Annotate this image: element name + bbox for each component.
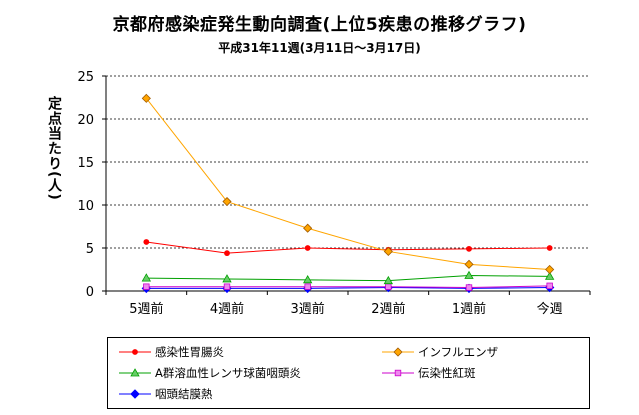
legend-marker xyxy=(394,369,402,377)
legend-marker xyxy=(132,349,138,355)
data-point xyxy=(143,283,150,290)
series-3 xyxy=(141,270,555,285)
data-point xyxy=(223,283,231,290)
x-tick-label: 5週前 xyxy=(129,301,163,317)
y-tick-label: 5 xyxy=(86,242,94,257)
x-tick-label: 3週前 xyxy=(291,301,325,317)
x-tick-label: 4週前 xyxy=(210,301,244,317)
legend-item: 感染性胃腸炎 xyxy=(118,343,224,361)
y-axis-label: 定点当たり(人) xyxy=(46,96,62,201)
data-point xyxy=(303,223,313,233)
data-point xyxy=(385,283,392,290)
series-line xyxy=(146,287,550,289)
series-4 xyxy=(143,282,553,291)
data-point xyxy=(141,273,152,282)
data-point xyxy=(224,250,230,257)
data-point xyxy=(143,239,150,245)
data-point xyxy=(141,93,151,103)
data-point xyxy=(544,271,555,280)
legend-item: 咽頭結膜熱 xyxy=(118,385,213,403)
y-tick-label: 20 xyxy=(77,113,94,128)
legend-marker xyxy=(393,347,403,357)
data-point xyxy=(302,275,313,284)
data-point xyxy=(222,196,232,207)
legend-label: インフルエンザ xyxy=(418,345,499,359)
y-tick-label: 0 xyxy=(86,285,94,300)
data-point xyxy=(465,284,473,291)
data-point xyxy=(545,264,555,275)
legend-swatch xyxy=(382,369,414,377)
data-point xyxy=(464,259,474,269)
legend-marker xyxy=(130,368,140,377)
series-line xyxy=(146,285,550,289)
y-tick-label: 25 xyxy=(77,70,94,85)
legend-label: 咽頭結膜熱 xyxy=(155,387,213,401)
series-line xyxy=(146,241,550,254)
legend-item: インフルエンザ xyxy=(381,343,498,361)
legend-swatch xyxy=(119,349,151,355)
legend-label: 感染性胃腸炎 xyxy=(155,345,224,359)
legend-label: 伝染性紅斑 xyxy=(418,366,476,380)
chart-subtitle: 平成31年11週(3月11日～3月17日) xyxy=(218,41,421,55)
x-tick-label: 今週 xyxy=(537,301,563,317)
data-point xyxy=(383,275,394,285)
data-point xyxy=(304,245,311,251)
legend-item: A群溶血性レンサ球菌咽頭炎 xyxy=(118,364,301,382)
line-chart: 0 5 10 15 20 25 5週前 4週前 3週前 2週前 1週前 今週 xyxy=(77,70,591,317)
data-point xyxy=(464,270,474,279)
legend-swatch xyxy=(119,389,151,399)
legend-swatch xyxy=(119,368,151,377)
series-line xyxy=(146,275,550,282)
y-tick-label: 10 xyxy=(77,199,94,214)
series-line xyxy=(145,98,550,270)
legend-label: A群溶血性レンサ球菌咽頭炎 xyxy=(155,366,301,380)
data-point xyxy=(383,246,393,257)
x-tick-label: 1週前 xyxy=(452,301,486,317)
data-point xyxy=(222,274,232,283)
chart-legend: 感染性胃腸炎 インフルエンザ A群溶血性レンサ球菌咽頭炎 伝染性紅斑咽頭結膜熱 xyxy=(107,337,590,409)
data-point xyxy=(466,245,472,252)
series-1 xyxy=(143,239,553,257)
y-tick-label: 15 xyxy=(77,156,94,171)
series-2 xyxy=(141,93,555,275)
legend-marker xyxy=(130,389,140,399)
data-point xyxy=(304,283,311,290)
legend-swatch xyxy=(382,347,414,357)
data-point xyxy=(546,245,553,251)
chart-title: 京都府感染症発生動向調査(上位5疾患の推移グラフ) xyxy=(112,15,527,35)
legend-item: 伝染性紅斑 xyxy=(381,364,476,382)
x-tick-label: 2週前 xyxy=(371,301,405,317)
data-point xyxy=(546,282,553,290)
